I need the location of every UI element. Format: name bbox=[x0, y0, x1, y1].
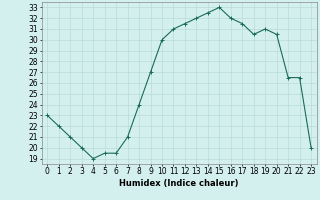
X-axis label: Humidex (Indice chaleur): Humidex (Indice chaleur) bbox=[119, 179, 239, 188]
